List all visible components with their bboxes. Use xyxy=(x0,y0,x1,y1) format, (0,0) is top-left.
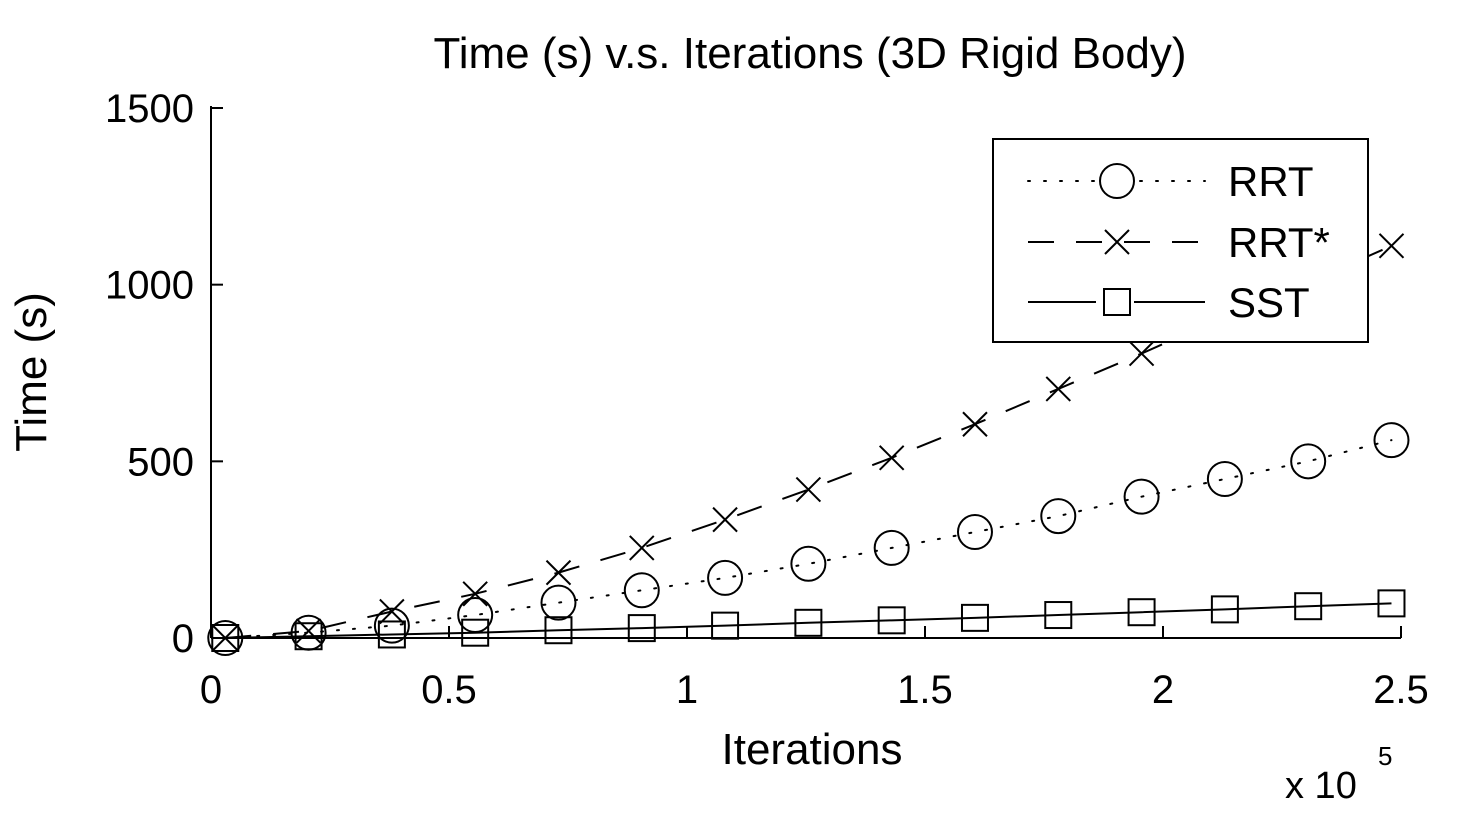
data-point-x xyxy=(712,506,738,533)
x-tick-label: 0.5 xyxy=(421,668,477,712)
data-point-square xyxy=(1294,592,1323,621)
data-point-circle xyxy=(1040,498,1077,535)
x-axis-label: Iterations xyxy=(722,725,903,774)
data-point-square xyxy=(294,622,323,651)
series-line xyxy=(224,439,1393,639)
data-point-x xyxy=(1128,340,1155,367)
data-point-x xyxy=(545,559,572,586)
data-point-x xyxy=(462,581,488,607)
data-point-square xyxy=(377,620,406,649)
y-tick-label: 500 xyxy=(127,440,194,484)
data-point-square xyxy=(960,603,989,632)
data-point-circle xyxy=(1206,461,1243,497)
legend-label: SST xyxy=(1228,279,1310,326)
data-point-circle xyxy=(1123,478,1160,515)
series-sst xyxy=(211,589,1406,652)
legend-marker-square xyxy=(1103,288,1131,316)
chart-title: Time (s) v.s. Iterations (3D Rigid Body) xyxy=(433,29,1186,78)
data-point-x xyxy=(1045,376,1071,402)
legend-item: RRT* xyxy=(1028,219,1330,266)
data-point-circle xyxy=(540,584,577,621)
x-tick-label: 1 xyxy=(676,668,698,712)
data-point-square xyxy=(627,614,656,643)
x-tick-label: 2.5 xyxy=(1373,668,1429,712)
data-point-circle xyxy=(873,529,910,566)
data-point-circle xyxy=(373,607,410,644)
data-point-circle xyxy=(707,559,744,596)
legend-item: RRT xyxy=(1027,158,1314,205)
y-tick-label: 1500 xyxy=(105,87,194,131)
data-point-square xyxy=(1210,595,1239,624)
legend-item: SST xyxy=(1028,279,1310,326)
legend-marker-circle xyxy=(1099,163,1135,199)
x-multiplier: x 10 5 xyxy=(1285,741,1392,807)
data-point-circle xyxy=(623,572,660,609)
legend-box xyxy=(992,138,1369,343)
data-point-square xyxy=(877,606,906,635)
y-tick-label: 0 xyxy=(172,617,194,661)
legend-marker-x xyxy=(1104,229,1130,255)
x-multiplier-base: x 10 xyxy=(1285,765,1357,807)
y-axis-label: Time (s) xyxy=(7,292,56,452)
data-point-circle xyxy=(790,545,827,582)
data-point-square xyxy=(211,624,240,652)
axes xyxy=(210,106,1401,639)
x-tick-label: 2 xyxy=(1152,668,1174,712)
data-point-x xyxy=(1378,233,1405,259)
y-tick-label: 1000 xyxy=(105,264,194,308)
series-rrt xyxy=(207,422,1410,656)
data-point-x xyxy=(795,476,822,503)
data-point-circle xyxy=(457,597,494,634)
series-line xyxy=(225,602,1392,639)
data-point-x xyxy=(379,598,405,625)
x-multiplier-exponent: 5 xyxy=(1378,741,1392,771)
data-point-square xyxy=(1377,589,1406,618)
data-point-x xyxy=(629,535,655,561)
data-point-circle xyxy=(956,514,993,550)
data-point-square xyxy=(711,611,740,640)
ticks: 0 0.5 1 1.5 2 2.5 0 500 1000 1500 xyxy=(105,87,1429,712)
data-point-square xyxy=(544,616,573,645)
data-point-circle xyxy=(1373,422,1410,459)
data-point-circle xyxy=(1290,443,1327,480)
data-point-square xyxy=(794,608,823,637)
legend: RRT RRT* SST xyxy=(992,138,1369,343)
data-point-square xyxy=(1044,601,1073,630)
data-point-square xyxy=(461,618,490,647)
legend-label: RRT* xyxy=(1228,219,1330,266)
data-point-x xyxy=(962,411,988,437)
data-point-x xyxy=(878,445,905,471)
x-tick-label: 0 xyxy=(200,668,222,712)
x-tick-label: 1.5 xyxy=(897,668,953,712)
legend-label: RRT xyxy=(1228,158,1314,205)
data-point-square xyxy=(1127,598,1156,627)
